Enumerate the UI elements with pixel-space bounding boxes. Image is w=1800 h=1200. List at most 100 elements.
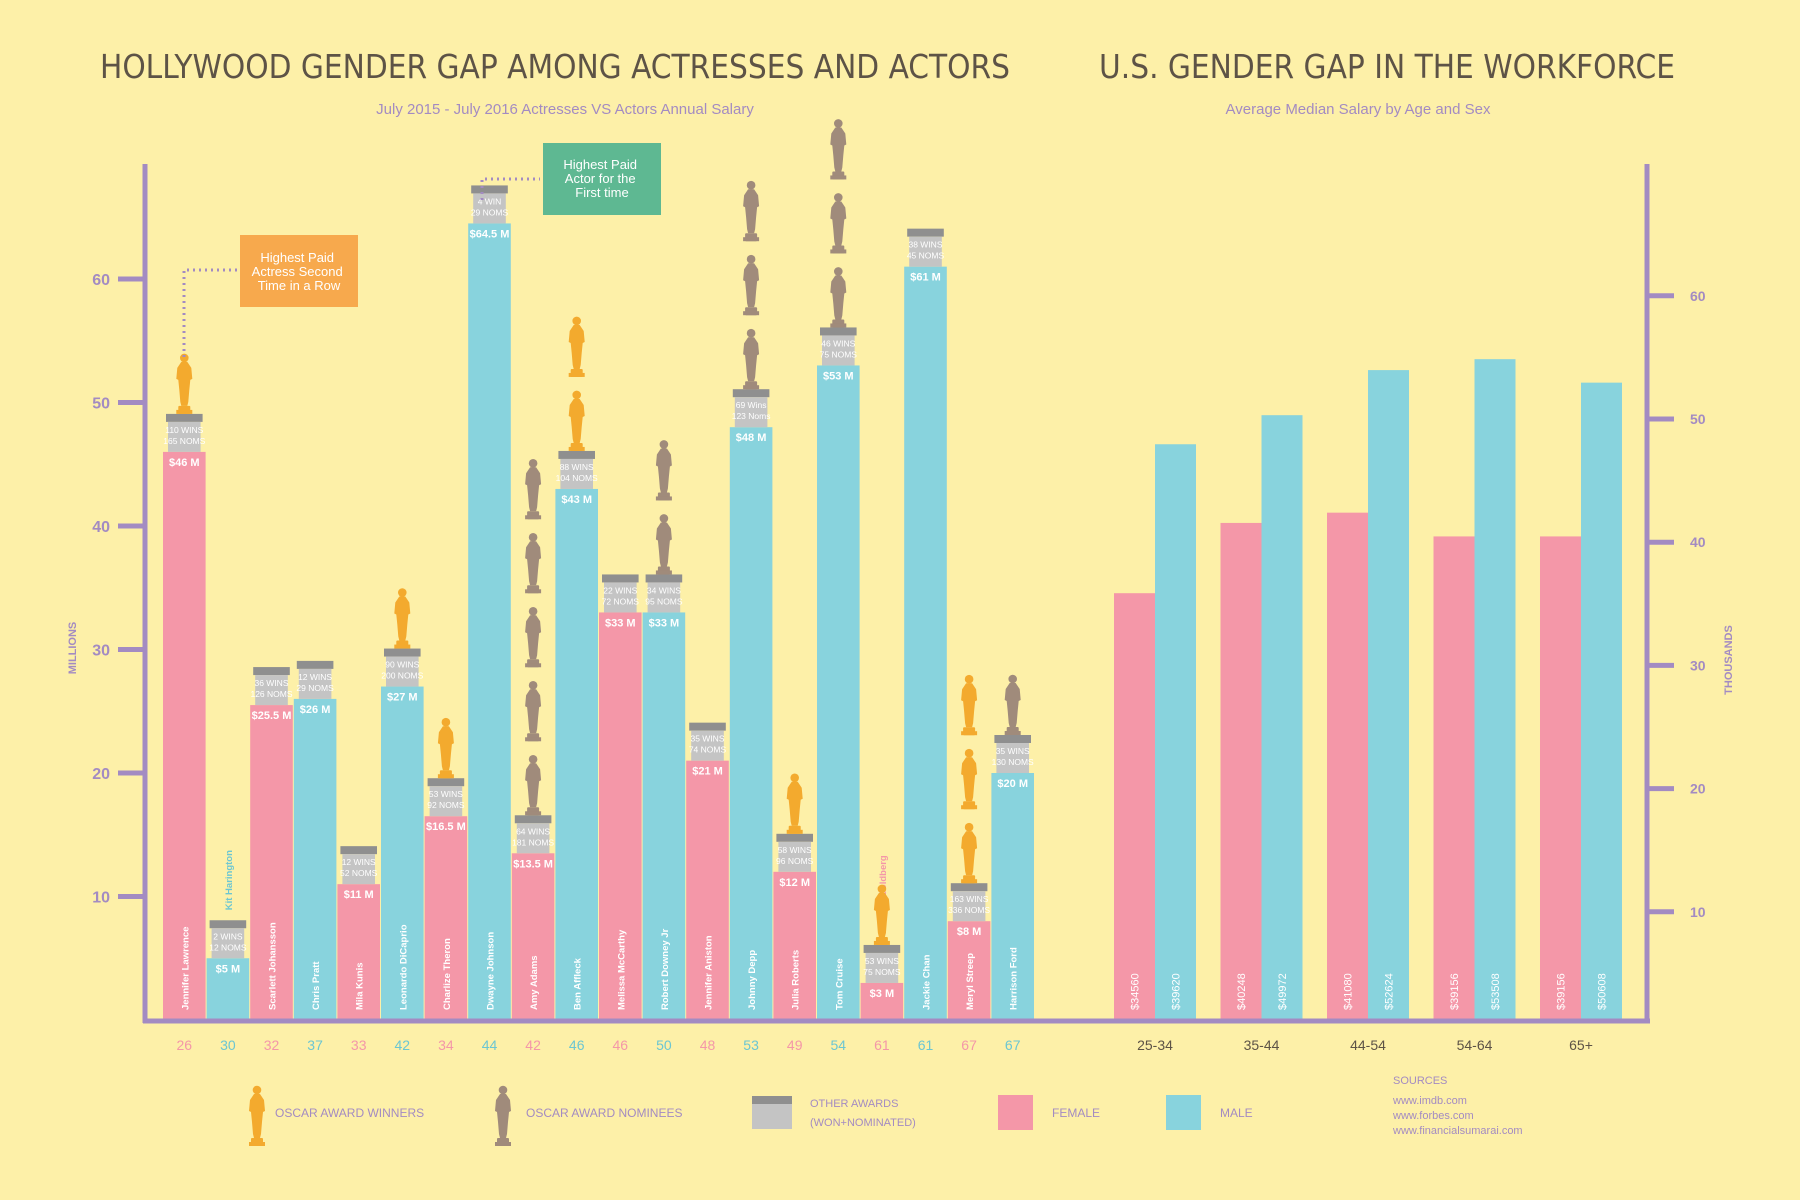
age-group-4: $39156 $50608 65+ [1540,382,1622,1053]
source-link-3[interactable]: www.financialsumarai.com [1392,1125,1523,1137]
award-cap [863,944,901,953]
salary-label: $21 M [692,766,723,778]
salary-bar [250,705,293,1020]
salary-bar [860,982,904,1020]
other-awards-box-icon [752,1104,792,1129]
female-bar [1327,512,1368,1020]
right-chart: $34560 $39620 25-34 $40248 $49972 35-44 $41080… [1114,359,1622,1053]
legend-other-line1: OTHER AWARDS [810,1098,898,1110]
female-swatch [998,1095,1033,1130]
award-noms: 123 Noms [732,411,771,421]
award-cap [427,778,465,787]
award-cap [384,648,421,657]
note-box-actress [240,235,358,307]
salary-bar [206,958,250,1020]
salary-label: $46 M [169,457,200,469]
age-label: 30 [220,1037,236,1053]
award-noms: 165 NOMS [163,436,205,446]
award-cap [514,815,552,824]
source-link-1[interactable]: www.imdb.com [1392,1095,1467,1107]
salary-value-label: $52624 [1384,973,1396,1010]
award-box [734,397,768,428]
award-wins: 4 WIN [478,196,502,206]
award-noms: 29 NOMS [296,683,334,693]
right-tick-label: 10 [1690,904,1706,920]
note-text-actor-line2: Actor for the [565,171,636,186]
award-box [342,854,375,885]
right-tick-label: 30 [1690,657,1706,673]
left-title: HOLLYWOOD GENDER GAP AMONG ACTRESSES AND… [100,47,1010,86]
actor-name: Charlize Theron [442,938,453,1010]
award-noms: 92 NOMS [427,800,465,810]
award-cap [209,920,247,929]
left-tick-label: 10 [92,890,110,907]
salary-label: $27 M [387,692,418,704]
award-wins: 69 Wins [736,400,767,410]
salary-label: $26 M [300,704,331,716]
right-title: U.S. GENDER GAP IN THE WORKFORCE [1099,47,1675,86]
award-wins: 12 WINS [342,857,376,867]
salary-label: $20 M [997,778,1028,790]
male-bar [1368,370,1409,1020]
source-link-2[interactable]: www.forbes.com [1392,1110,1474,1122]
salary-label: $25.5 M [252,710,292,722]
actor-name: Chris Pratt [311,961,322,1010]
actor-name: Dwayne Johnson [486,932,497,1010]
salary-bar [817,365,860,1020]
age-label: 26 [177,1037,193,1053]
actor-name: Jennifer Lawrence [180,927,191,1010]
award-cap [645,574,683,583]
age-range-label: 54-64 [1457,1037,1493,1053]
salary-bar [381,686,424,1020]
award-noms: 52 NOMS [340,868,378,878]
award-cap [994,735,1031,743]
age-range-label: 44-54 [1350,1037,1386,1053]
award-box [386,656,419,687]
salary-value-label: $53508 [1490,973,1502,1010]
salary-label: $33 M [605,617,636,629]
age-label: 33 [351,1037,367,1053]
male-bar [1155,444,1196,1020]
salary-bar [773,871,816,1020]
actor-name: Tom Cruise [834,958,845,1010]
left-tick-label: 50 [92,396,110,413]
salary-label: $33 M [649,617,680,629]
right-y-axis-label: THOUSANDS [1723,625,1735,695]
note-text-actress: Highest Paid Actress Second Time in a Ro… [252,250,347,293]
award-box [952,891,986,922]
actor-name: Amy Adams [529,955,540,1010]
award-box [604,582,637,613]
salary-label: $48 M [736,432,767,444]
award-noms: 75 NOMS [863,967,901,977]
note-text-actor: Highest Paid Actor for the First time [563,157,640,200]
salary-bar [337,884,380,1020]
award-cap [950,883,988,892]
female-bar [1540,536,1581,1020]
award-wins: 88 WINS [560,462,594,472]
award-wins: 12 WINS [298,672,332,682]
award-noms: 336 NOMS [948,905,990,915]
award-wins: 64 WINS [516,826,550,836]
award-wins: 46 WINS [821,338,855,348]
actor-name: Mila Kunis [355,962,366,1010]
age-label: 53 [743,1037,759,1053]
male-bar [1261,415,1303,1020]
actor-name: Ben Affleck [573,957,584,1010]
female-bar [1220,522,1262,1020]
award-noms: 45 NOMS [907,251,945,261]
male-bar [1581,382,1622,1020]
salary-bar [991,773,1034,1020]
left-tick-label: 20 [92,766,110,783]
salary-label: $16.5 M [426,821,466,833]
age-label: 46 [569,1037,585,1053]
